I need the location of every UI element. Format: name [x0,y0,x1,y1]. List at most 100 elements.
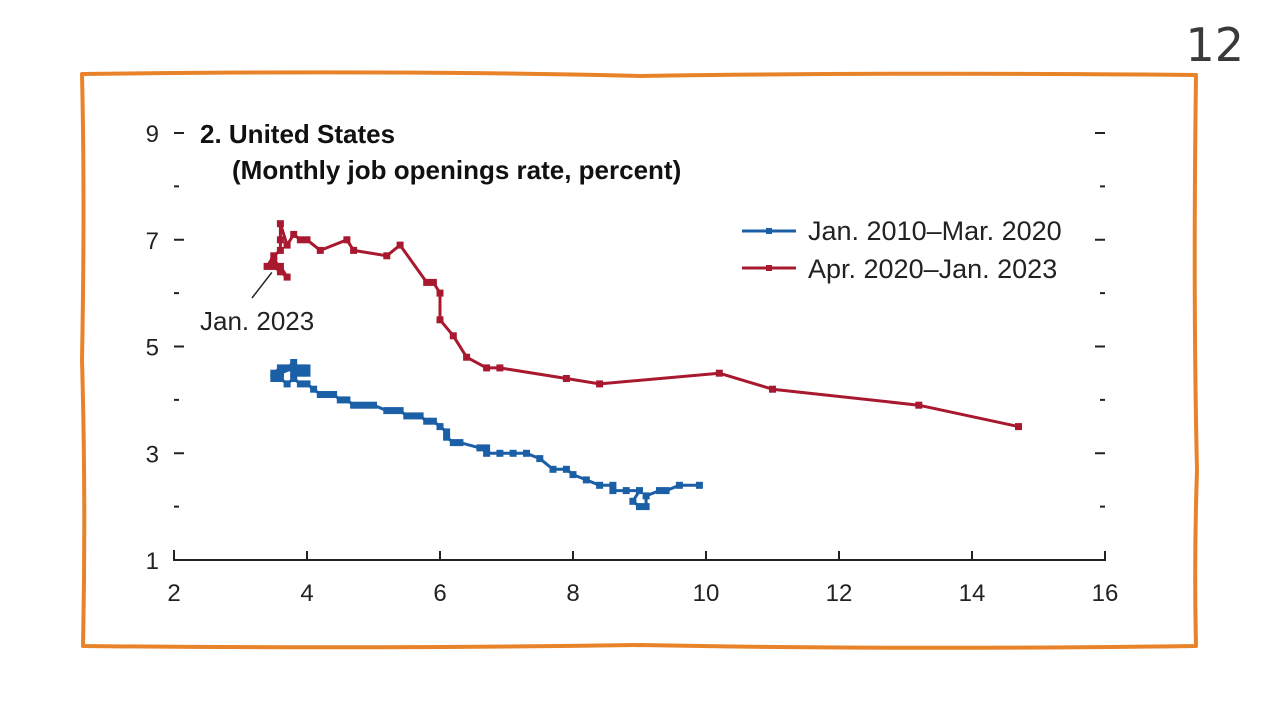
series-2-point [276,268,284,276]
series-1-point [636,487,643,495]
series-1-point [642,492,650,500]
series-1-point [456,439,464,447]
annotation: Jan. 2023 [200,271,314,336]
series-1-point [569,471,577,479]
series-2-point [436,316,444,324]
series-1-point [296,369,304,377]
x-tick-label: 12 [826,580,853,607]
y-tick-label: 3 [146,441,159,468]
series-1-point [622,487,630,495]
series-layer [263,220,1022,511]
series-2-point [436,289,444,297]
series-2-point [270,257,278,265]
chart-subtitle: (Monthly job openings rate, percent) [232,155,681,185]
series-1-point [303,369,311,377]
series-1-point [276,375,284,382]
series-1-point [370,401,377,409]
y-tick-label: 7 [146,228,159,255]
series-1-point [496,449,504,457]
series-1-point [389,407,397,415]
series-1-point [350,401,358,409]
legend-marker-series-2 [766,265,772,271]
annotation-label: Jan. 2023 [200,306,314,336]
series-2-point [350,246,358,254]
series-1-point [403,412,411,420]
series-1-point [316,391,324,398]
y-tick-label: 5 [146,335,159,362]
series-1-point [323,391,331,398]
series-1-point [509,449,517,457]
tick-labels: 2 4 6 8 10 12 14 16 1 3 5 7 9 [146,121,1119,607]
series-2-point [596,380,604,388]
series-1-point [303,380,311,388]
series-1-point [396,407,404,415]
y-tick-label: 1 [146,548,159,575]
series-1-point [443,433,451,441]
series-1-point [636,503,643,511]
series-2-point [283,273,291,281]
series-1-point [642,503,650,511]
series-1-point [609,487,617,495]
series-1-point [675,481,683,489]
series-2-point [463,353,471,361]
series-1-point [549,465,557,473]
series-2-point [383,252,391,260]
series-1-point [523,449,530,457]
series-1-point [303,364,311,372]
series-1-point [336,396,344,404]
series-1-point [483,444,491,452]
x-tick-label: 2 [167,580,180,607]
series-2-point [270,252,278,260]
series-1-point [436,423,444,431]
series-1-point [609,481,617,489]
series-2-point [276,262,284,270]
series-1-point [356,401,364,409]
series-1-point [363,401,371,409]
series-1-point [662,487,670,495]
series-1-point [310,385,318,393]
series-2-point [449,332,457,340]
legend-label-series-1: Jan. 2010–Mar. 2020 [808,216,1062,246]
series-1-point [562,465,570,473]
x-tick-label: 16 [1092,580,1119,607]
series-2-point [496,364,504,372]
series-2-point [769,385,776,393]
series-2-point [316,246,324,254]
legend: Jan. 2010–Mar. 2020 Apr. 2020–Jan. 2023 [742,216,1062,284]
series-2-point [283,241,291,249]
series-2-point [276,246,284,254]
x-tick-label: 14 [959,580,986,607]
series-2 [263,220,1022,431]
series-2-point [1015,423,1022,431]
series-1-point [276,369,284,377]
series-1-point [483,449,491,457]
series-2-point [276,236,284,244]
series-1 [270,359,703,511]
series-1-line [272,361,700,509]
legend-label-series-2: Apr. 2020–Jan. 2023 [808,254,1057,284]
series-2-point [270,262,278,270]
series-1-point [276,364,284,372]
series-2-point [296,236,304,244]
series-1-point [423,417,431,425]
series-1-point [290,359,298,366]
series-2-point [276,220,284,228]
series-2-point [396,241,404,249]
series-1-point [290,364,298,372]
series-1-point [296,364,304,372]
series-1-point [290,375,298,382]
series-2-point [343,236,351,244]
series-1-point [429,417,437,425]
series-1-point [629,497,637,505]
x-tick-label: 8 [566,580,579,607]
series-1-point [296,380,304,388]
series-1-point [443,428,451,436]
series-2-point [263,262,271,270]
x-tick-label: 6 [433,580,446,607]
series-1-point [343,396,351,404]
series-2-point [715,369,723,377]
series-1-point [656,487,663,495]
series-1-point [536,455,544,463]
